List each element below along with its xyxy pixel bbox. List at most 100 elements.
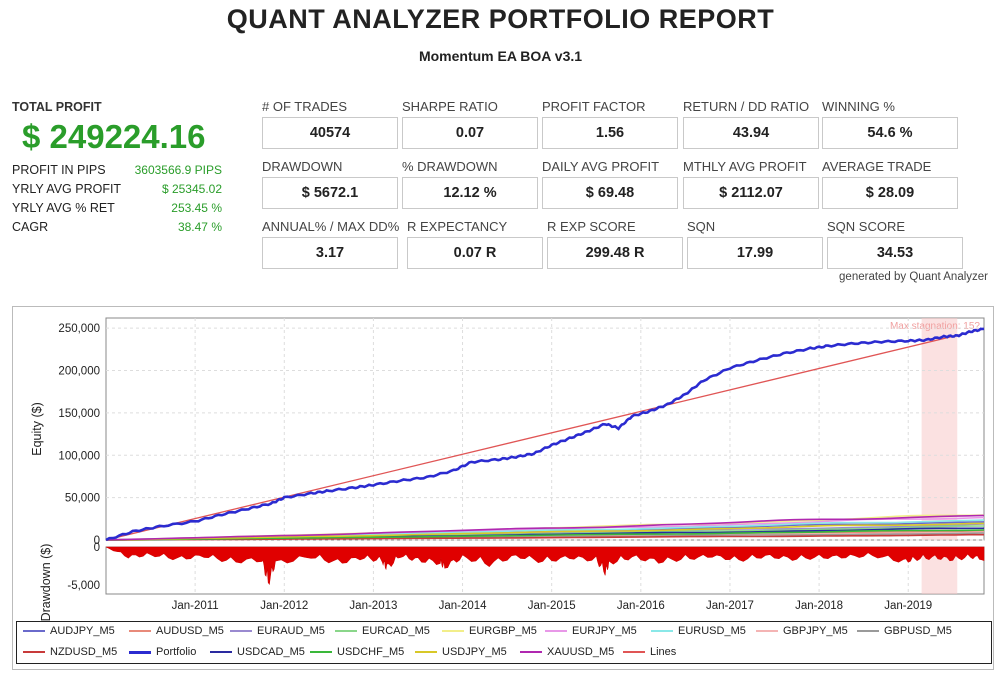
legend-swatch [442,630,464,633]
legend-item-gbpjpy_m5: GBPJPY_M5 [756,625,848,641]
legend-swatch [651,630,673,633]
x-tick-label: Jan-2012 [260,600,308,612]
x-tick-label: Jan-2011 [172,600,219,612]
equity-y-tick-label: 50,000 [65,493,100,505]
stat-r-expectancy: R EXPECTANCY 0.07 R [407,219,543,269]
equity-plot-area [105,317,985,541]
stat-label: R EXP SCORE [547,219,636,234]
stat-label: WINNING % [822,99,895,114]
legend-item-eurjpy_m5: EURJPY_M5 [545,625,637,641]
x-tick-label: Jan-2017 [706,600,754,612]
legend-label: AUDUSD_M5 [156,625,224,638]
stat-r-exp-score: R EXP SCORE 299.48 R [547,219,683,269]
legend-swatch [545,630,567,633]
stat-label: SHARPE RATIO [402,99,498,114]
stat-label: SQN [687,219,716,234]
legend-label: NZDUSD_M5 [50,646,118,659]
stat-num-trades: # OF TRADES 40574 [262,99,398,149]
legend-item-gbpusd_m5: GBPUSD_M5 [857,625,952,641]
equity-y-tick-label: 200,000 [58,366,100,378]
stat-value: $ 28.09 [822,177,958,209]
legend-label: GBPJPY_M5 [783,625,848,638]
equity-y-tick-label: 100,000 [58,450,100,462]
legend-item-usdjpy_m5: USDJPY_M5 [415,646,507,662]
legend-label: EURAUD_M5 [257,625,325,638]
stat-annual-max-dd: ANNUAL% / MAX DD% 3.17 [262,219,400,269]
legend-swatch [857,630,879,633]
legend-label: Lines [650,646,677,659]
legend-item-lines: Lines [623,646,676,662]
legend-item-usdcad_m5: USDCAD_M5 [210,646,305,662]
summary-row-label: YRLY AVG PROFIT [12,182,122,196]
legend-item-euraud_m5: EURAUD_M5 [230,625,325,641]
legend-item-audusd_m5: AUDUSD_M5 [129,625,224,641]
equity-axis-label: Equity ($) [30,402,44,456]
stat-label: AVERAGE TRADE [822,159,932,174]
legend-label: GBPUSD_M5 [884,625,952,638]
series-line-usdjpy_m5 [105,522,985,541]
stat-return-dd-ratio: RETURN / DD RATIO 43.94 [683,99,819,149]
x-tick-label: Jan-2016 [617,600,665,612]
legend-label: Portfolio [156,646,197,659]
equity-y-tick-label: 250,000 [58,323,100,335]
x-tick-label: Jan-2013 [349,600,397,612]
stat-value: 12.12 % [402,177,538,209]
total-profit-label: TOTAL PROFIT [12,100,102,114]
drawdown-y-tick-label: -5,000 [67,580,100,592]
portfolio-line [105,327,985,542]
legend-swatch [23,630,45,633]
x-tick-label: Jan-2014 [439,600,488,612]
summary-row-profit-pips: PROFIT IN PIPS 3603566.9 PIPS [12,163,222,180]
legend-swatch [129,630,151,633]
stat-value: 1.56 [542,117,678,149]
stat-label: % DRAWDOWN [402,159,498,174]
stat-sharpe-ratio: SHARPE RATIO 0.07 [402,99,538,149]
stat-label: MTHLY AVG PROFIT [683,159,807,174]
legend-item-audjpy_m5: AUDJPY_M5 [23,625,115,641]
x-tick-label: Jan-2019 [884,600,932,612]
legend-swatch [310,651,332,654]
legend-item-eurusd_m5: EURUSD_M5 [651,625,746,641]
stat-label: ANNUAL% / MAX DD% [262,219,400,234]
summary-row-value: 3603566.9 PIPS [134,163,222,177]
stat-value: 0.07 [402,117,538,149]
legend-swatch [623,651,645,654]
drawdown-area [105,546,985,585]
stat-label: # OF TRADES [262,99,348,114]
stat-value: 17.99 [687,237,823,269]
legend-item-portfolio: Portfolio [129,646,196,662]
drawdown-axis-label: Drawdown ($) [39,544,53,622]
stat-value: 299.48 R [547,237,683,269]
equity-y-tick-label: 0 [94,535,100,547]
trend-line [105,328,985,541]
x-tick-label: Jan-2018 [795,600,843,612]
legend-swatch [129,650,151,654]
legend-label: EURGBP_M5 [469,625,537,638]
legend-label: USDJPY_M5 [442,646,507,659]
summary-row-value: 38.47 % [177,220,222,234]
legend-swatch [415,651,437,654]
legend-item-eurcad_m5: EURCAD_M5 [335,625,430,641]
legend-swatch [23,651,45,654]
stat-value: 40574 [262,117,398,149]
legend-item-xauusd_m5: XAUUSD_M5 [520,646,614,662]
legend-label: EURJPY_M5 [572,625,637,638]
drawdown-y-tick-label: 0 [94,542,100,554]
series-line-usdchf_m5 [105,529,985,541]
stat-average-trade: AVERAGE TRADE $ 28.09 [822,159,958,209]
legend-swatch [210,651,232,654]
generated-by-note: generated by Quant Analyzer [839,271,988,283]
stat-drawdown: DRAWDOWN $ 5672.1 [262,159,398,209]
stat-value: $ 69.48 [542,177,678,209]
total-profit-value: $ 249224.16 [22,118,206,155]
stat-value: 34.53 [827,237,963,269]
stat-label: RETURN / DD RATIO [683,99,810,114]
stagnation-annotation: Max stagnation: 15? [890,321,980,332]
legend-label: USDCAD_M5 [237,646,305,659]
stat-winning-pct: WINNING % 54.6 % [822,99,958,149]
legend-label: EURCAD_M5 [362,625,430,638]
summary-row-label: PROFIT IN PIPS [12,163,106,177]
summary-row-value: $ 25345.02 [161,182,222,196]
legend-label: USDCHF_M5 [337,646,405,659]
equity-y-tick-label: 150,000 [58,408,100,420]
